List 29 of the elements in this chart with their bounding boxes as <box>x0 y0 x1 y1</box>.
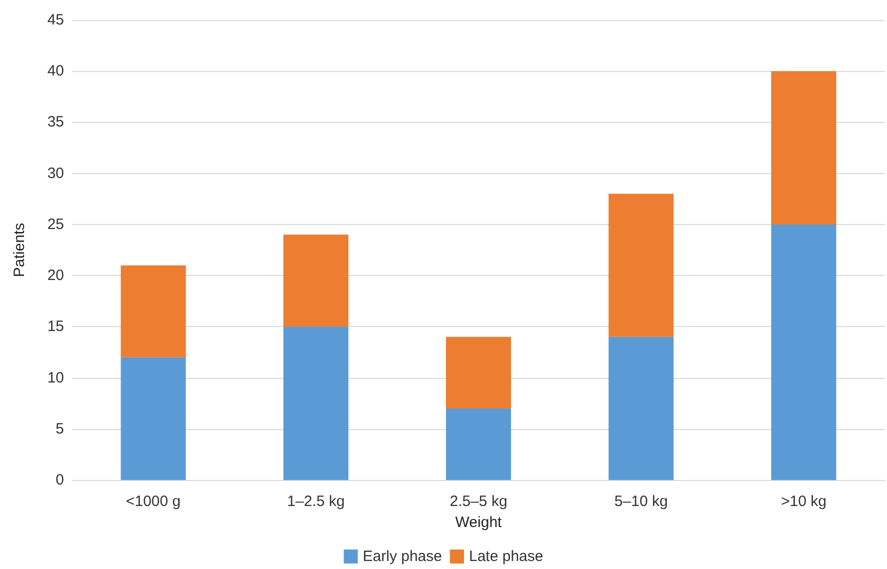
bar <box>446 408 512 480</box>
x-tick-label: <1000 g <box>126 493 181 510</box>
bar <box>771 71 836 224</box>
y-tick-label: 5 <box>56 420 64 438</box>
y-tick-label: 15 <box>47 318 64 336</box>
bar <box>120 357 186 480</box>
y-tick-label: 35 <box>47 114 64 131</box>
x-axis-title: Weight <box>455 514 503 531</box>
y-tick-label: 10 <box>47 369 64 386</box>
y-tick-label: 0 <box>56 472 64 488</box>
bar <box>283 234 348 327</box>
y-tick-label: 25 <box>47 216 64 233</box>
y-tick-label: 30 <box>47 164 64 182</box>
x-tick-label: 1–2.5 kg <box>287 493 345 510</box>
bar <box>771 224 836 480</box>
bar <box>446 336 512 408</box>
y-tick-label: 40 <box>47 62 64 80</box>
bar <box>120 265 186 358</box>
bar <box>608 336 674 480</box>
y-tick-label: 45 <box>47 12 64 28</box>
x-tick-label: 2.5–5 kg <box>450 493 508 510</box>
y-axis-title: Patients <box>11 222 28 278</box>
x-tick-label: 5–10 kg <box>614 493 668 510</box>
y-tick-label: 20 <box>47 267 64 284</box>
legend-label: Early phase <box>362 548 442 565</box>
x-tick-label: >10 kg <box>780 493 826 510</box>
legend-label: Late phase <box>468 548 544 565</box>
bar <box>283 326 348 480</box>
bar <box>608 194 674 337</box>
